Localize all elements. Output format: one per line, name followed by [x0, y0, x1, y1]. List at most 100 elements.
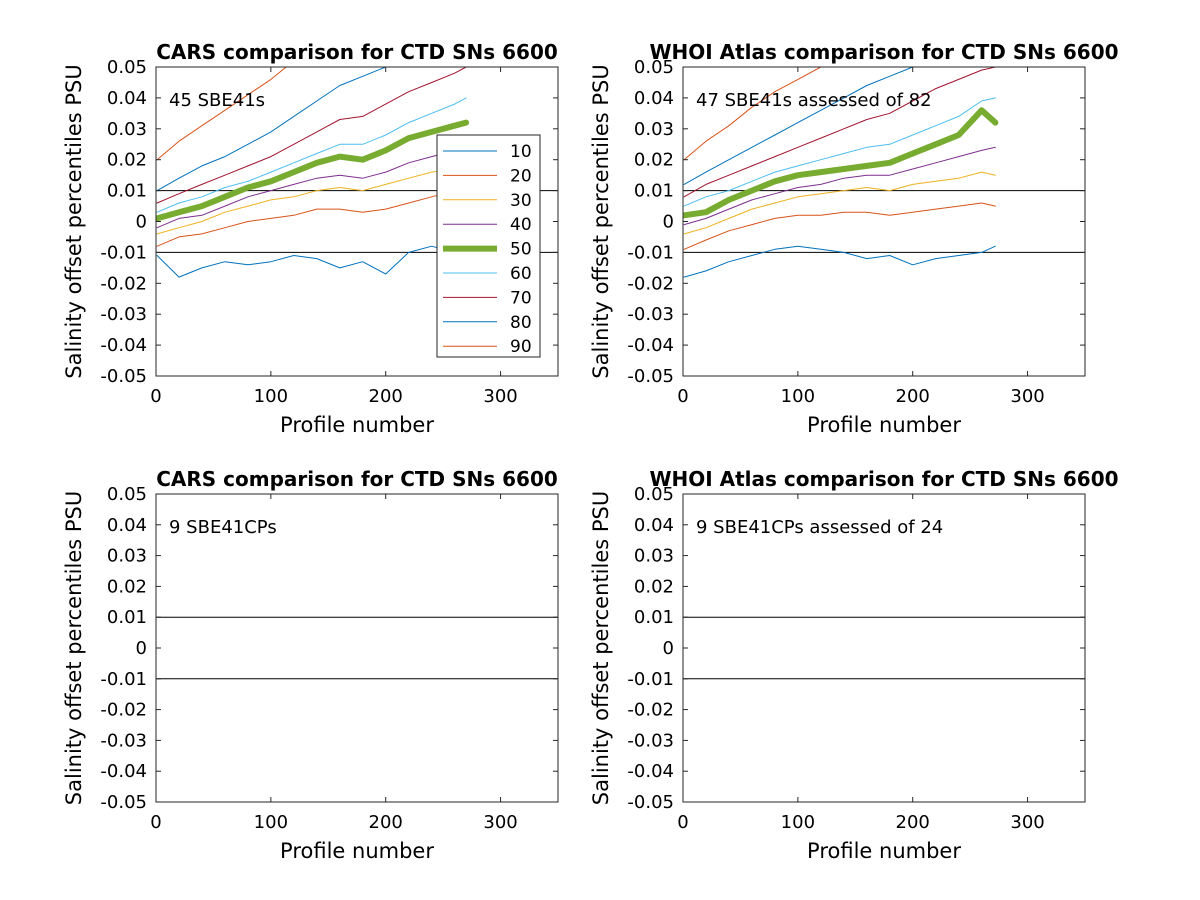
series-line-30: [156, 165, 467, 235]
panel-annotation: 45 SBE41s: [169, 90, 265, 111]
y-tick-label: -0.03: [627, 730, 674, 751]
series-line-20: [156, 190, 467, 247]
plot-area: [156, 494, 558, 802]
y-tick-label: 0.01: [634, 607, 674, 628]
y-tick-label: -0.01: [627, 669, 674, 690]
y-tick-label: 0.02: [634, 576, 674, 597]
y-tick-label: -0.01: [627, 242, 674, 263]
y-tick-label: -0.02: [100, 273, 147, 294]
x-tick-label: 200: [896, 812, 930, 833]
series-group: [156, 67, 470, 278]
chart-title: WHOI Atlas comparison for CTD SNs 6600: [649, 467, 1118, 491]
x-axis-label: Profile number: [280, 413, 434, 437]
series-group: [683, 67, 999, 278]
panel-annotation: 47 SBE41s assessed of 82: [696, 90, 932, 111]
y-tick-label: 0.01: [107, 607, 147, 628]
y-tick-label: -0.04: [627, 761, 674, 782]
legend-label-50: 50: [510, 240, 532, 260]
y-tick-label: 0.04: [107, 88, 147, 109]
series-line-40: [156, 146, 467, 229]
chart-panel-2: 0 100 200 300 -0.05 -0.04 -0.03 -0.02 -0.01 0 0.01…: [589, 40, 1119, 437]
series-line-50: [683, 107, 999, 219]
series-line-20: [683, 202, 996, 250]
x-tick-label: 200: [369, 812, 403, 833]
y-tick-label: -0.02: [100, 700, 147, 721]
y-tick-label: 0.02: [107, 576, 147, 597]
x-tick-label: 200: [896, 386, 930, 407]
y-tick-label: -0.03: [627, 304, 674, 325]
x-tick-label: 100: [781, 386, 815, 407]
x-axis-label: Profile number: [807, 839, 961, 863]
x-tick-label: 0: [677, 812, 688, 833]
chart-panel-1: 0 100 200 300 -0.05 -0.04 -0.03 -0.02 -0.01 0 0.01…: [62, 40, 559, 437]
y-tick-label: -0.02: [627, 700, 674, 721]
y-tick-label: 0.03: [107, 546, 147, 567]
legend: 10 20 30 40 50 60 70 80 90: [436, 134, 541, 358]
y-tick-label: 0.02: [634, 150, 674, 171]
series-line-70: [683, 67, 996, 198]
y-axis-label: Salinity offset percentiles PSU: [62, 491, 86, 805]
y-tick-label: 0.05: [107, 57, 147, 78]
x-tick-label: 100: [254, 812, 288, 833]
y-tick-label: 0.03: [107, 119, 147, 140]
y-tick-label: -0.02: [627, 273, 674, 294]
chart-title: WHOI Atlas comparison for CTD SNs 6600: [649, 40, 1118, 64]
series-line-30: [683, 171, 996, 235]
y-tick-label: -0.05: [627, 366, 674, 387]
panel-annotation: 9 SBE41CPs assessed of 24: [696, 517, 943, 538]
y-tick-label: -0.01: [100, 669, 147, 690]
y-tick-label: -0.01: [100, 242, 147, 263]
x-tick-label: 0: [150, 812, 161, 833]
legend-label-60: 60: [510, 264, 532, 284]
y-tick-label: 0.05: [107, 484, 147, 505]
chart-panel-3: 0 100 200 300 -0.05 -0.04 -0.03 -0.02 -0.01 0 0.01…: [62, 467, 559, 863]
x-tick-label: 0: [677, 386, 688, 407]
y-tick-label: 0.01: [107, 181, 147, 202]
series-line-40: [683, 146, 996, 226]
series-line-60: [156, 97, 467, 213]
series-line-50: [156, 119, 470, 222]
legend-label-80: 80: [510, 313, 532, 333]
panel-annotation: 9 SBE41CPs: [169, 517, 277, 538]
y-tick-label: 0.04: [634, 515, 674, 536]
legend-label-20: 20: [510, 166, 532, 186]
x-tick-label: 300: [483, 386, 517, 407]
y-tick-label: -0.04: [100, 761, 147, 782]
legend-label-10: 10: [510, 142, 532, 162]
y-tick-label: -0.04: [627, 335, 674, 356]
legend-label-40: 40: [510, 215, 532, 235]
chart-title: CARS comparison for CTD SNs 6600: [156, 467, 558, 491]
y-tick-label: 0.04: [634, 88, 674, 109]
y-tick-label: 0.02: [107, 150, 147, 171]
series-line-90: [683, 67, 822, 161]
series-line-80: [683, 67, 914, 185]
plot-area: [683, 494, 1085, 802]
x-tick-label: 100: [254, 386, 288, 407]
y-tick-label: 0.04: [107, 515, 147, 536]
series-line-10: [683, 245, 996, 278]
y-axis-label: Salinity offset percentiles PSU: [62, 64, 86, 378]
x-tick-label: 300: [1010, 386, 1044, 407]
y-tick-label: 0: [136, 638, 147, 659]
series-line-10: [156, 245, 467, 278]
y-tick-label: 0: [136, 212, 147, 233]
x-tick-label: 200: [369, 386, 403, 407]
y-tick-label: 0.03: [634, 119, 674, 140]
y-tick-label: 0: [663, 638, 674, 659]
series-line-80: [156, 67, 387, 192]
y-tick-label: 0: [663, 212, 674, 233]
y-tick-label: -0.03: [100, 304, 147, 325]
x-axis-label: Profile number: [807, 413, 961, 437]
chart-title: CARS comparison for CTD SNs 6600: [156, 40, 558, 64]
x-tick-label: 300: [483, 812, 517, 833]
x-tick-label: 0: [150, 386, 161, 407]
y-tick-label: -0.05: [627, 792, 674, 813]
y-axis-label: Salinity offset percentiles PSU: [589, 491, 613, 805]
x-tick-label: 300: [1010, 812, 1044, 833]
x-axis-label: Profile number: [280, 839, 434, 863]
legend-label-90: 90: [510, 337, 532, 357]
plot-area: [683, 67, 1085, 376]
series-line-70: [156, 67, 467, 204]
y-tick-label: 0.05: [634, 484, 674, 505]
